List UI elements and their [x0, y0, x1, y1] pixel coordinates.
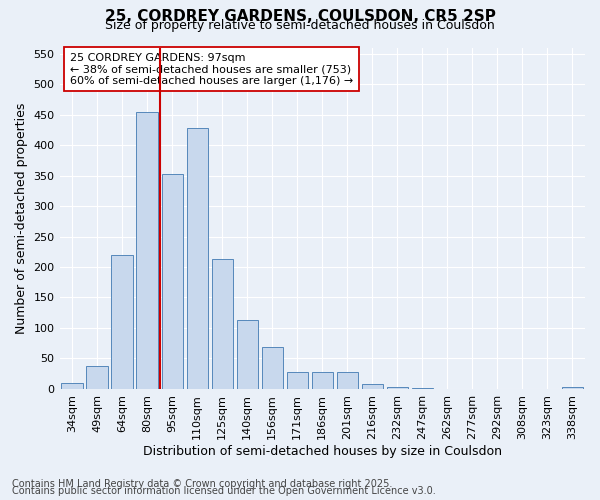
Bar [236, 320, 258, 389]
Bar [212, 259, 233, 389]
Bar [387, 387, 408, 389]
Bar [362, 384, 383, 389]
Text: 25 CORDREY GARDENS: 97sqm
← 38% of semi-detached houses are smaller (753)
60% of: 25 CORDREY GARDENS: 97sqm ← 38% of semi-… [70, 52, 353, 86]
Bar [187, 128, 208, 389]
Bar [562, 386, 583, 389]
X-axis label: Distribution of semi-detached houses by size in Coulsdon: Distribution of semi-detached houses by … [143, 444, 502, 458]
Bar [337, 372, 358, 389]
Text: Contains public sector information licensed under the Open Government Licence v3: Contains public sector information licen… [12, 486, 436, 496]
Bar [311, 372, 333, 389]
Bar [161, 174, 183, 389]
Bar [86, 366, 108, 389]
Text: 25, CORDREY GARDENS, COULSDON, CR5 2SP: 25, CORDREY GARDENS, COULSDON, CR5 2SP [104, 9, 496, 24]
Y-axis label: Number of semi-detached properties: Number of semi-detached properties [15, 102, 28, 334]
Bar [287, 372, 308, 389]
Bar [61, 383, 83, 389]
Text: Size of property relative to semi-detached houses in Coulsdon: Size of property relative to semi-detach… [105, 19, 495, 32]
Text: Contains HM Land Registry data © Crown copyright and database right 2025.: Contains HM Land Registry data © Crown c… [12, 479, 392, 489]
Bar [262, 348, 283, 389]
Bar [412, 388, 433, 389]
Bar [136, 112, 158, 389]
Bar [112, 255, 133, 389]
